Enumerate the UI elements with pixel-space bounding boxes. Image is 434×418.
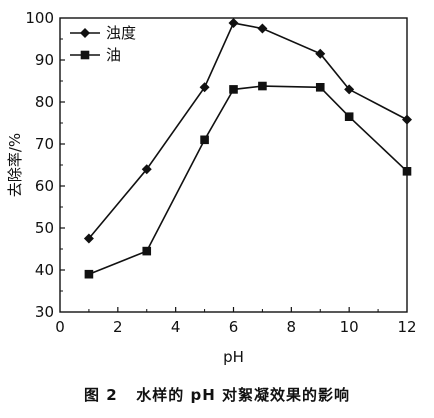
x-tick-label: 6 bbox=[229, 318, 239, 336]
y-axis-ticks: 30 40 50 60 70 80 90 100 bbox=[25, 9, 65, 321]
y-tick-label: 90 bbox=[35, 51, 54, 69]
y-tick-label: 40 bbox=[35, 261, 54, 279]
series-1-point bbox=[258, 81, 267, 91]
series-line-0 bbox=[88, 22, 408, 240]
x-tick-label: 10 bbox=[340, 318, 359, 336]
legend: 浊度油 bbox=[70, 24, 136, 64]
series-0-point bbox=[315, 48, 326, 59]
y-tick-label: 50 bbox=[35, 219, 54, 237]
series-0-point bbox=[141, 164, 152, 175]
series-markers bbox=[83, 18, 412, 279]
series-0-point bbox=[83, 233, 94, 244]
series-0-point bbox=[199, 82, 210, 93]
x-tick-label: 2 bbox=[113, 318, 123, 336]
legend-marker-0 bbox=[80, 28, 90, 38]
y-tick-label: 30 bbox=[35, 303, 54, 321]
legend-marker-1 bbox=[80, 50, 90, 60]
series-1-point bbox=[200, 135, 209, 145]
y-tick-label: 80 bbox=[35, 93, 54, 111]
y-tick-label: 100 bbox=[25, 9, 54, 27]
series-1-point bbox=[84, 269, 94, 279]
x-tick-label: 12 bbox=[397, 318, 416, 336]
series-1-point bbox=[344, 112, 354, 121]
figure-caption: 图 2 水样的 pH 对絮凝效果的影响 bbox=[83, 386, 351, 404]
series-1-point bbox=[229, 85, 238, 94]
series-1-point bbox=[315, 83, 325, 92]
x-tick-label: 4 bbox=[171, 318, 181, 336]
series-0-point bbox=[344, 84, 355, 95]
series-0-point bbox=[228, 18, 239, 29]
series-line-1 bbox=[88, 85, 408, 275]
x-axis-title: pH bbox=[223, 348, 244, 366]
legend-label-0: 浊度 bbox=[106, 24, 136, 42]
chart: 0 2 4 6 8 10 12 30 40 50 60 70 80 90 100 浊度油 pH 去除率/% bbox=[6, 9, 417, 366]
legend-label-1: 油 bbox=[106, 46, 121, 64]
series-0-point bbox=[402, 114, 412, 125]
series-1-point bbox=[402, 167, 412, 176]
y-tick-label: 70 bbox=[35, 135, 54, 153]
x-axis-ticks: 0 2 4 6 8 10 12 bbox=[55, 307, 417, 336]
series-0-point bbox=[257, 23, 268, 34]
series-1-point bbox=[142, 246, 152, 256]
y-axis-title: 去除率/% bbox=[6, 133, 24, 197]
series-lines bbox=[88, 22, 408, 275]
x-tick-label: 0 bbox=[55, 318, 65, 336]
y-tick-label: 60 bbox=[35, 177, 54, 195]
x-tick-label: 8 bbox=[287, 318, 297, 336]
